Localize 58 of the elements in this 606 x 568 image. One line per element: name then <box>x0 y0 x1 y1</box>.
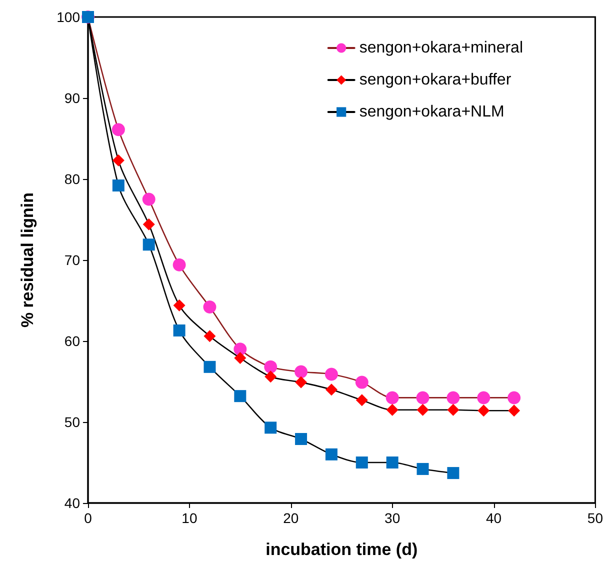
point <box>416 404 429 416</box>
point <box>386 404 398 416</box>
point <box>324 368 338 381</box>
y-axis-title: % residual lignin <box>18 192 37 328</box>
point <box>508 391 521 404</box>
x-tick-label: 40 <box>486 510 502 526</box>
point <box>264 360 278 374</box>
point <box>234 352 246 364</box>
point <box>295 376 308 388</box>
point <box>142 192 156 206</box>
y-tick-label: 100 <box>56 9 80 25</box>
point <box>112 154 124 166</box>
point <box>447 404 460 416</box>
x-tick-label: 30 <box>384 510 400 526</box>
point <box>416 391 430 404</box>
x-tick-label: 0 <box>84 510 92 526</box>
point <box>386 391 399 404</box>
point <box>295 433 308 446</box>
point <box>264 370 277 383</box>
point <box>142 218 155 230</box>
point <box>264 422 277 434</box>
y-tick-label: 70 <box>64 252 80 268</box>
legend-label: sengon+okara+mineral <box>359 40 524 56</box>
y-tick-label: 50 <box>64 414 80 430</box>
point <box>294 365 308 378</box>
legend-label: sengon+okara+NLM <box>359 104 504 120</box>
point <box>172 258 186 272</box>
point <box>416 462 429 475</box>
y-tick-label: 60 <box>64 333 80 349</box>
x-tick-label: 10 <box>182 510 198 526</box>
point <box>325 384 338 396</box>
point <box>447 467 460 480</box>
point <box>386 456 398 468</box>
point <box>478 404 490 417</box>
point <box>204 360 216 373</box>
legend-label: sengon+okara+buffer <box>359 72 512 88</box>
y-tick-label: 90 <box>64 90 80 106</box>
point <box>234 390 246 402</box>
y-tick-label: 40 <box>64 495 80 511</box>
x-axis-title: incubation time (d) <box>266 540 418 559</box>
point <box>446 391 460 404</box>
point <box>356 394 368 406</box>
point <box>203 300 216 314</box>
point <box>204 330 216 342</box>
point <box>477 391 490 404</box>
point <box>142 238 155 251</box>
y-tick-label: 80 <box>64 171 80 187</box>
point <box>173 324 186 336</box>
point <box>173 299 186 312</box>
point <box>355 376 368 389</box>
x-tick-label: 20 <box>283 510 299 526</box>
point <box>112 123 125 136</box>
point <box>508 404 520 417</box>
x-tick-label: 50 <box>587 510 604 526</box>
point <box>325 448 338 460</box>
point <box>356 456 368 468</box>
point <box>112 179 124 192</box>
point <box>234 342 247 356</box>
